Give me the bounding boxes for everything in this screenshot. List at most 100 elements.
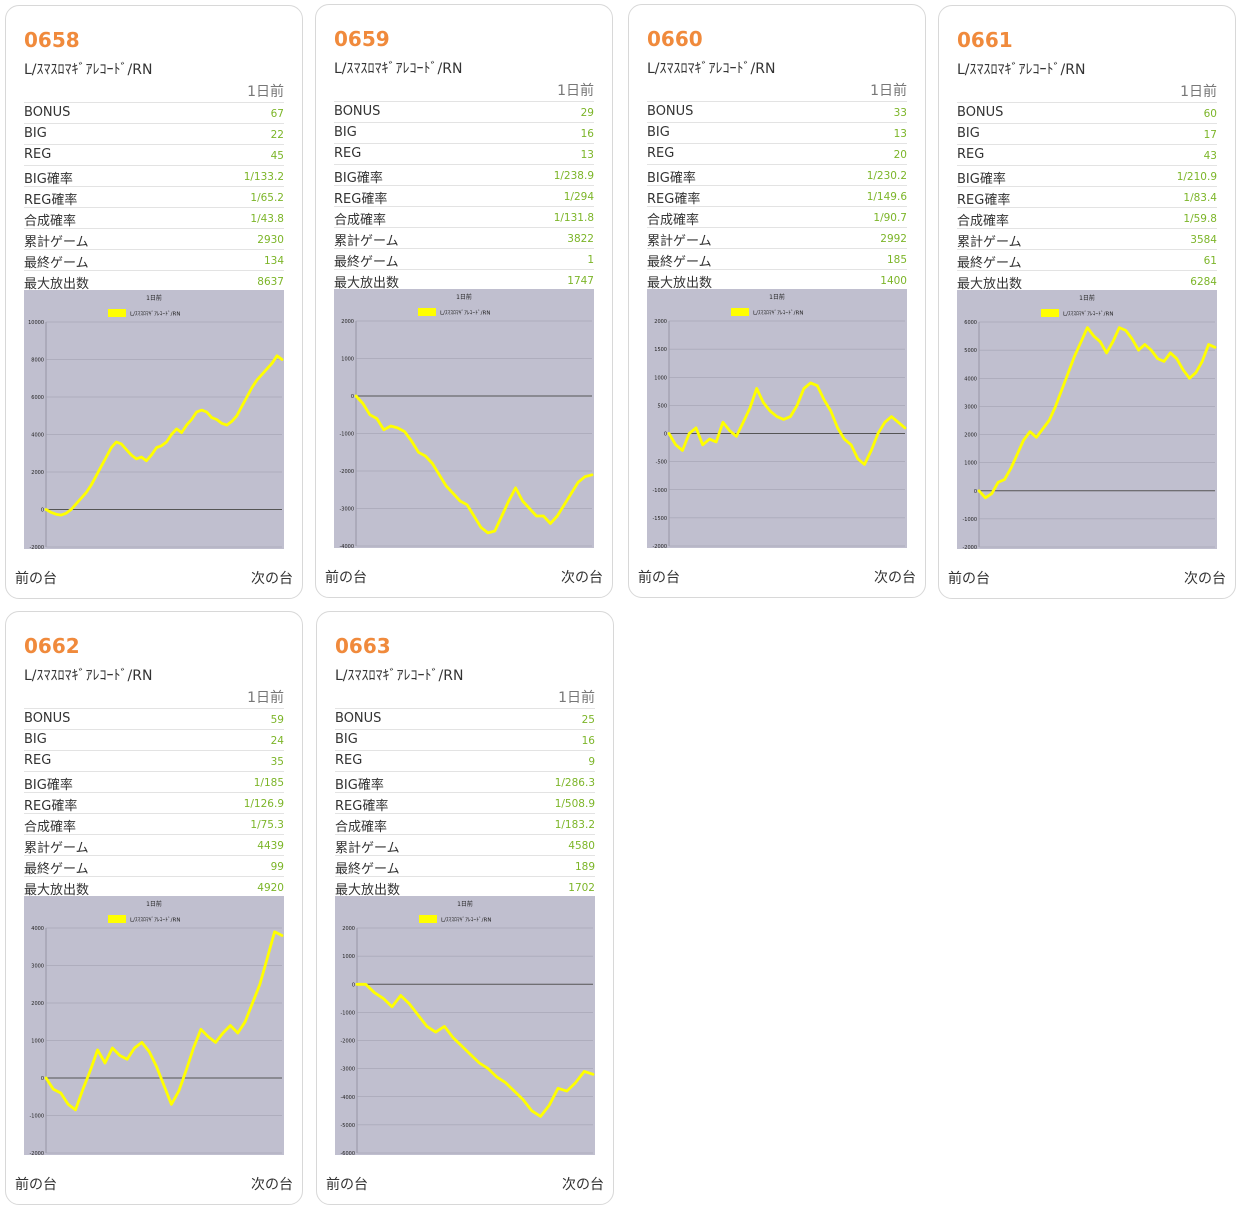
stat-label: BIG確率: [647, 171, 696, 186]
next-machine-link[interactable]: 次の台: [251, 571, 293, 587]
stats-table: BONUS 60 BIG 17 REG 43 BIG確率 1/210.9 REG確率 1/83.4…: [957, 102, 1217, 292]
machine-number-link[interactable]: 0661: [957, 28, 1013, 52]
stat-label: REG確率: [335, 799, 389, 814]
next-machine-link[interactable]: 次の台: [874, 570, 916, 586]
stat-row: 合成確率 1/183.2: [335, 813, 595, 835]
y-tick-label: -4000: [340, 1095, 355, 1101]
stat-label: BONUS: [334, 104, 381, 119]
stat-label: REG: [24, 147, 52, 162]
next-machine-link[interactable]: 次の台: [561, 570, 603, 586]
stat-value: 35: [270, 756, 284, 768]
card-0660: 0660 L/ｽﾏｽﾛﾏｷﾞｱﾚｺｰﾄﾞ/RN 1日前 BONUS 33 BIG 13…: [628, 4, 926, 598]
stat-label: REG: [334, 146, 362, 161]
prev-machine-link[interactable]: 前の台: [15, 571, 57, 587]
stat-label: REG: [957, 147, 985, 162]
stat-label: 累計ゲーム: [24, 841, 89, 856]
machine-number-link[interactable]: 0663: [335, 634, 391, 658]
next-machine-link[interactable]: 次の台: [251, 1177, 293, 1193]
stat-row: BIG 13: [647, 122, 907, 143]
stat-value: 1/126.9: [243, 798, 284, 810]
stat-row: REG 20: [647, 143, 907, 164]
stat-value: 134: [263, 255, 284, 267]
slump-chart: 1日前 L/ｽﾏｽﾛﾏｷﾞｱﾚｺｰﾄﾞ/RN 2000 1000 0 -1000 -2000…: [335, 896, 595, 1155]
stat-value: 13: [893, 128, 907, 140]
series-line: [667, 381, 907, 466]
stat-value: 22: [270, 129, 284, 141]
next-machine-link[interactable]: 次の台: [1184, 571, 1226, 587]
machine-name: L/ｽﾏｽﾛﾏｷﾞｱﾚｺｰﾄﾞ/RN: [647, 61, 776, 77]
stat-value: 1/133.2: [243, 171, 284, 183]
prev-machine-link[interactable]: 前の台: [326, 1177, 368, 1193]
stat-row: REG 9: [335, 750, 595, 771]
y-tick-label: 2000: [31, 470, 44, 476]
stats-table: BONUS 33 BIG 13 REG 20 BIG確率 1/230.2 REG確率 1/149.…: [647, 101, 907, 291]
stat-row: BIG確率 1/286.3: [335, 771, 595, 793]
stat-label: 最終ゲーム: [647, 255, 712, 270]
machine-name: L/ｽﾏｽﾛﾏｷﾞｱﾚｺｰﾄﾞ/RN: [335, 668, 464, 684]
stat-value: 16: [580, 128, 594, 140]
machine-number-link[interactable]: 0658: [24, 28, 80, 52]
stat-label: BIG: [334, 125, 357, 140]
y-tick-label: 6000: [31, 395, 44, 401]
y-tick-label: 2000: [341, 319, 354, 325]
stat-value: 1400: [880, 275, 907, 287]
legend-label: L/ｽﾏｽﾛﾏｷﾞｱﾚｺｰﾄﾞ/RN: [440, 310, 490, 317]
slump-chart: 1日前 L/ｽﾏｽﾛﾏｷﾞｱﾚｺｰﾄﾞ/RN 10000 8000 6000 4000 20…: [24, 290, 284, 549]
prev-machine-link[interactable]: 前の台: [638, 570, 680, 586]
stat-row: 合成確率 1/43.8: [24, 207, 284, 229]
chart-title: 1日前: [457, 900, 473, 908]
day-label: 1日前: [247, 690, 284, 706]
y-tick-label: -1000: [29, 1114, 44, 1120]
legend-label: L/ｽﾏｽﾛﾏｷﾞｱﾚｺｰﾄﾞ/RN: [441, 917, 491, 924]
prev-machine-link[interactable]: 前の台: [948, 571, 990, 587]
stat-row: 合成確率 1/59.8: [957, 207, 1217, 229]
stat-label: REG: [335, 753, 363, 768]
stat-value: 8637: [257, 276, 284, 288]
stat-label: 最終ゲーム: [335, 862, 400, 877]
machine-number-link[interactable]: 0659: [334, 27, 390, 51]
machine-number-link[interactable]: 0662: [24, 634, 80, 658]
y-tick-label: -2000: [652, 544, 667, 548]
stat-value: 1/230.2: [866, 170, 907, 182]
stat-label: BIG: [647, 125, 670, 140]
stat-row: REG確率 1/83.4: [957, 186, 1217, 208]
y-tick-label: 2000: [342, 926, 355, 932]
stat-label: 合成確率: [24, 214, 77, 229]
machine-number-link[interactable]: 0660: [647, 27, 703, 51]
stat-value: 1747: [567, 275, 594, 287]
stat-value: 67: [270, 108, 284, 120]
prev-machine-link[interactable]: 前の台: [15, 1177, 57, 1193]
stat-value: 1/131.8: [553, 212, 594, 224]
chart-title: 1日前: [456, 293, 472, 301]
y-tick-label: -4000: [339, 544, 354, 548]
next-machine-link[interactable]: 次の台: [562, 1177, 604, 1193]
y-tick-label: 10000: [28, 320, 44, 326]
chart-svg: 1日前 L/ｽﾏｽﾛﾏｷﾞｱﾚｺｰﾄﾞ/RN 6000 5000 4000 3000 200…: [957, 290, 1217, 549]
stat-value: 45: [270, 150, 284, 162]
stat-value: 61: [1203, 255, 1217, 267]
stat-row: BIG確率 1/238.9: [334, 164, 594, 186]
y-tick-label: 0: [41, 508, 44, 514]
chart-title: 1日前: [1079, 294, 1095, 302]
chart-svg: 1日前 L/ｽﾏｽﾛﾏｷﾞｱﾚｺｰﾄﾞ/RN 2000 1000 0 -1000 -2000…: [335, 896, 595, 1155]
card-0659: 0659 L/ｽﾏｽﾛﾏｷﾞｱﾚｺｰﾄﾞ/RN 1日前 BONUS 29 BIG 16…: [315, 4, 613, 598]
stat-value: 16: [581, 735, 595, 747]
stat-value: 1/238.9: [553, 170, 594, 182]
stat-row: REG確率 1/508.9: [335, 792, 595, 814]
stat-row: REG 13: [334, 143, 594, 164]
y-tick-label: 2000: [964, 433, 977, 439]
stat-label: 最終ゲーム: [957, 256, 1022, 271]
y-tick-label: 1000: [341, 357, 354, 363]
stat-value: 1/183.2: [554, 819, 595, 831]
stat-row: 最終ゲーム 1: [334, 248, 594, 270]
stat-row: BIG 16: [334, 122, 594, 143]
stat-label: BIG確率: [24, 778, 73, 793]
prev-machine-link[interactable]: 前の台: [325, 570, 367, 586]
y-tick-label: 4000: [964, 376, 977, 382]
stat-label: REG確率: [957, 193, 1011, 208]
legend-swatch: [419, 915, 437, 923]
series-line: [354, 394, 594, 535]
day-label: 1日前: [557, 83, 594, 99]
legend-label: L/ｽﾏｽﾛﾏｷﾞｱﾚｺｰﾄﾞ/RN: [1063, 311, 1113, 318]
stats-table: BONUS 67 BIG 22 REG 45 BIG確率 1/133.2 REG確率 1/65.2…: [24, 102, 284, 292]
